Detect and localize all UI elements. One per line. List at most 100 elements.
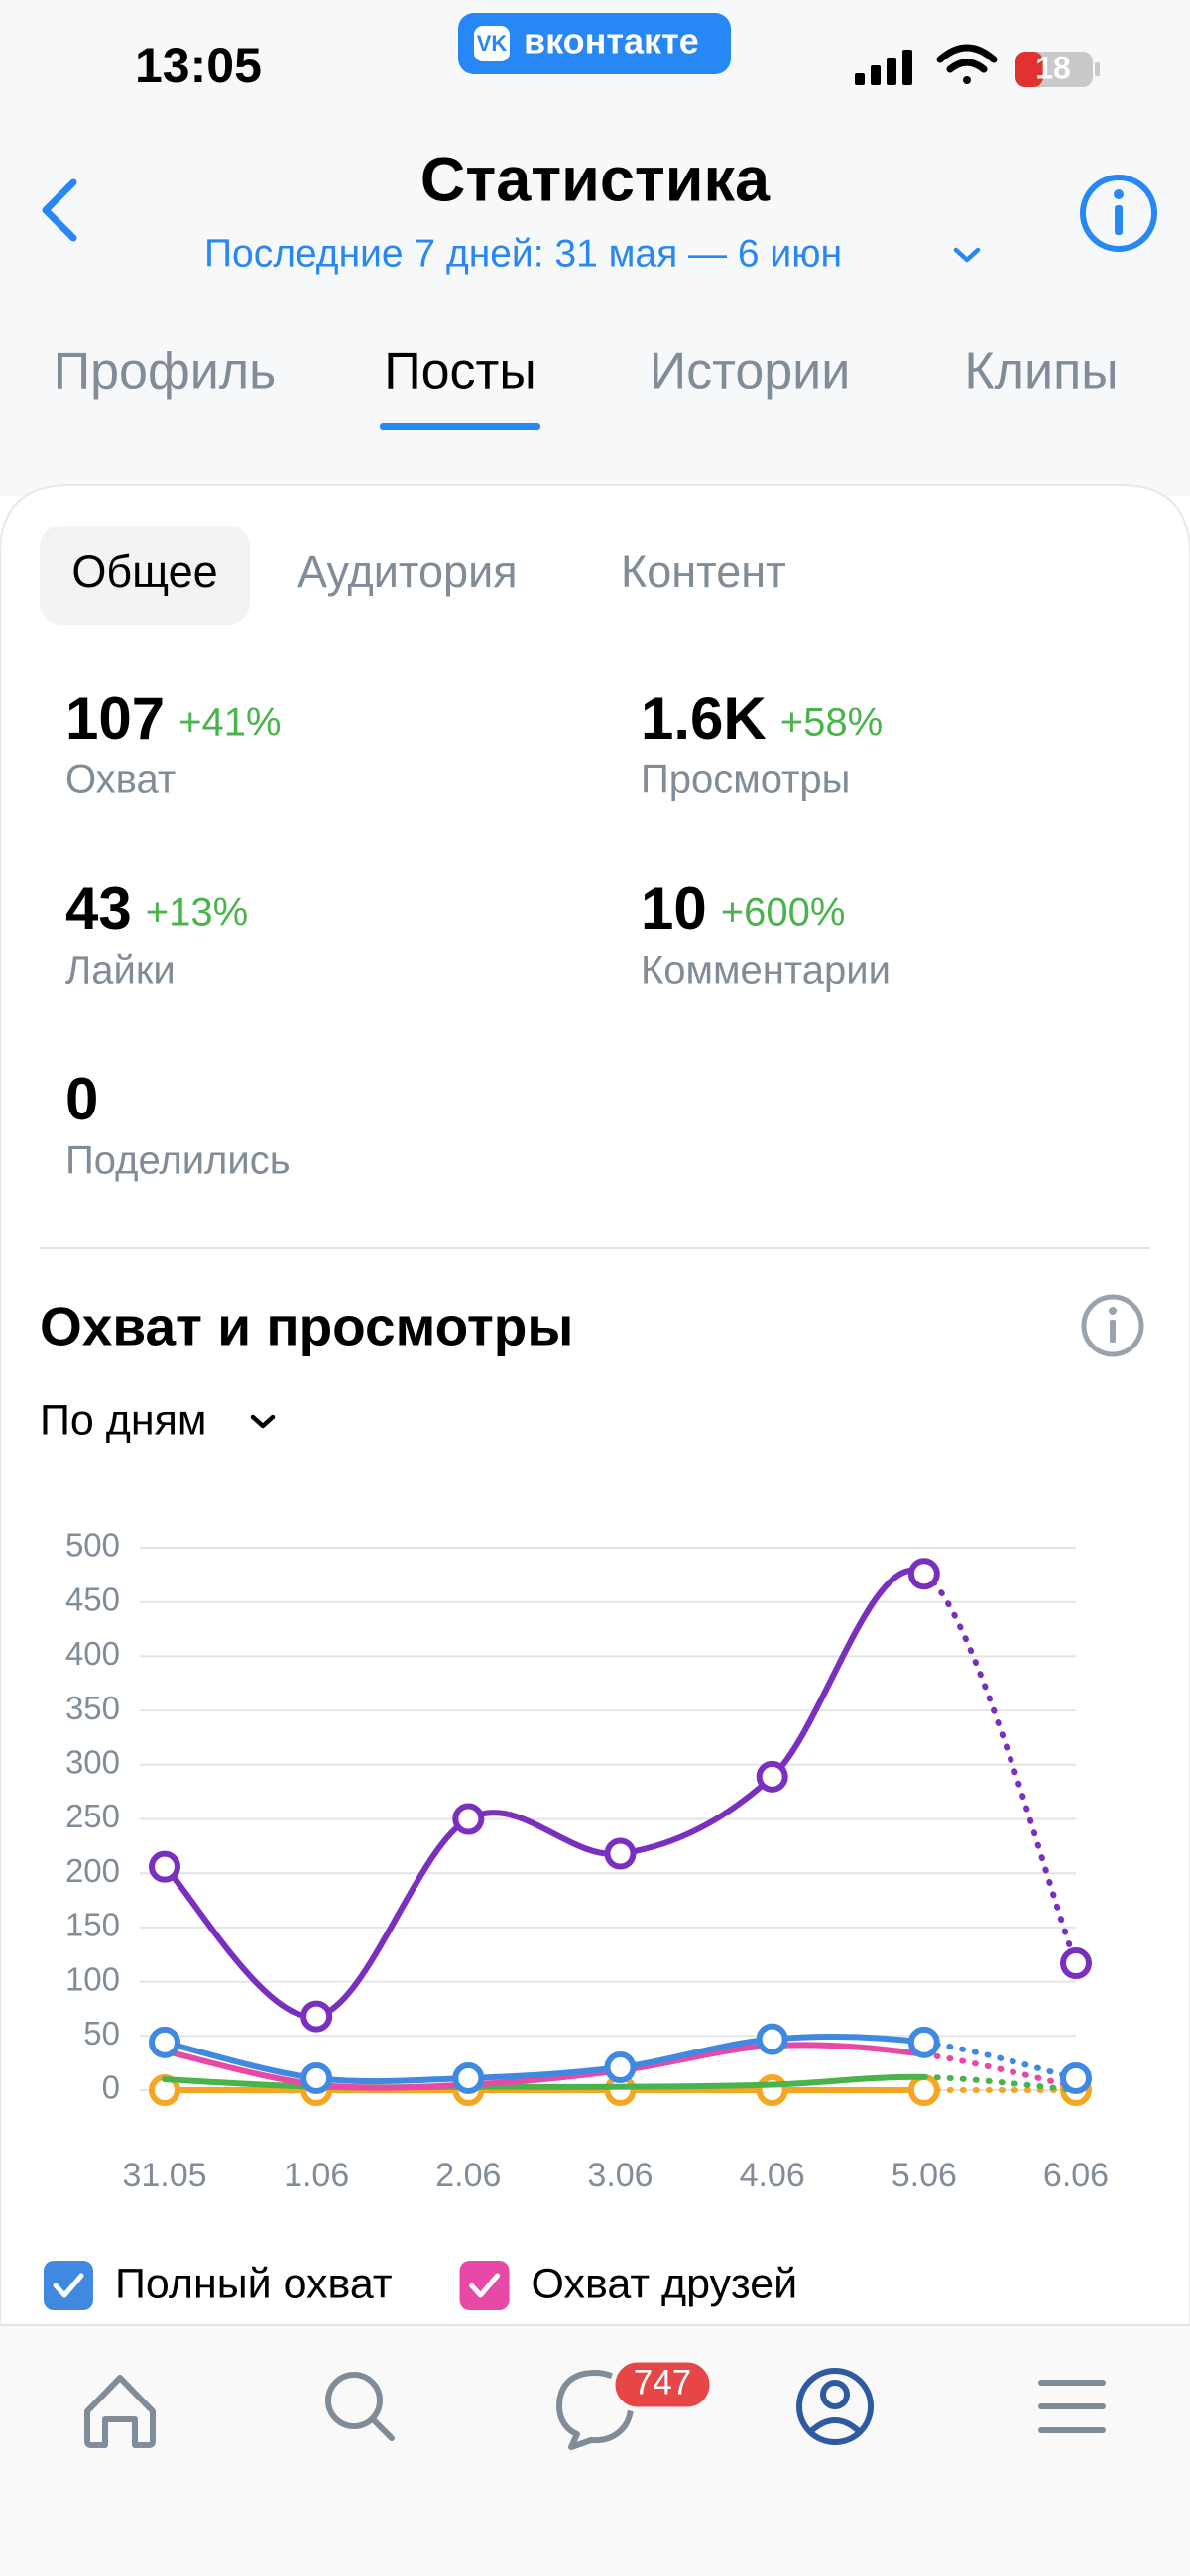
point: [604, 1837, 637, 1870]
header-background: [0, 0, 1190, 496]
nav-home[interactable]: [84, 2375, 156, 2448]
y-tick-label: 150: [65, 1907, 120, 1943]
stat-value: 1.6K: [641, 685, 767, 752]
y-tick-label: 400: [65, 1635, 120, 1672]
tab[interactable]: Клипы: [964, 343, 1118, 401]
point: [300, 2000, 333, 2033]
stat-value: 0: [65, 1066, 98, 1132]
period-selector[interactable]: Последние 7 дней: 31 мая — 6 июн: [204, 232, 981, 275]
stat-change: +13%: [146, 891, 248, 935]
nav-profile[interactable]: [796, 2368, 874, 2445]
subtab-active[interactable]: Общее: [71, 546, 217, 597]
badge-count: 747: [634, 2363, 691, 2401]
stat-change: +41%: [178, 701, 281, 745]
battery-icon: 18: [1015, 50, 1100, 87]
vk-logo-mark: VK: [477, 31, 508, 56]
point: [604, 2051, 637, 2084]
stat-change: +600%: [721, 891, 846, 935]
badge: [610, 2357, 715, 2412]
tab-underline: [380, 423, 540, 430]
y-tick-label: 0: [102, 2069, 120, 2106]
stat-value: 107: [65, 685, 165, 752]
stat-label: Охват: [65, 759, 176, 802]
subtab[interactable]: Аудитория: [298, 546, 518, 597]
nav-messages[interactable]: 747: [556, 2357, 715, 2450]
nav-menu[interactable]: [1038, 2380, 1106, 2433]
point: [756, 2074, 788, 2106]
legend: Полный охват Охват друзей: [44, 2260, 797, 2310]
stats: 107 +41%Охват 1.6K +58% Просмотры 43 +13% Лайки…: [65, 685, 891, 1183]
line-chart: 0 50 100 150 200 250 300 350 400 450 500 31.05 1.06 2…: [65, 1527, 1109, 2194]
legend-checkbox[interactable]: [459, 2261, 510, 2310]
point: [907, 2026, 940, 2058]
x-tick-label: 4.06: [740, 2157, 805, 2194]
tab-active[interactable]: Посты: [384, 343, 536, 401]
vk-app-name: вконтакте: [524, 21, 699, 61]
granularity-text: По дням: [40, 1396, 206, 1444]
page-title: Статистика: [420, 146, 771, 215]
point: [756, 2023, 788, 2055]
subtab-pill: [40, 526, 250, 625]
vk-pill[interactable]: VK вконтакте: [458, 13, 731, 74]
stat-label: Просмотры: [641, 759, 850, 802]
granularity-chevron: [250, 1414, 276, 1429]
point: [1060, 1947, 1092, 1980]
y-tick-label: 450: [65, 1581, 120, 1617]
point: [149, 2026, 180, 2058]
line-series: [162, 2073, 927, 2091]
x-tick-label: 31.05: [122, 2157, 206, 2194]
point: [300, 2061, 333, 2094]
info-button[interactable]: [1080, 175, 1157, 252]
x-tick-label: 2.06: [435, 2157, 501, 2194]
y-tick-label: 100: [65, 1960, 120, 1997]
stat-change: +58%: [780, 701, 883, 745]
x-tick-label: 1.06: [284, 2157, 349, 2194]
stat-label: Лайки: [65, 949, 176, 993]
line-series: [162, 1568, 927, 2020]
period-chevron: [953, 247, 981, 263]
granularity-selector[interactable]: По дням: [40, 1396, 276, 1444]
vk-logo: [474, 26, 510, 61]
point: [452, 1803, 485, 1835]
x-tick-label: 3.06: [587, 2157, 653, 2194]
status-time: 13:05: [135, 38, 262, 93]
point: [907, 1558, 940, 1590]
point: [452, 2061, 485, 2094]
tab[interactable]: Профиль: [54, 343, 276, 401]
legend-checkbox[interactable]: [44, 2261, 93, 2310]
y-tick-label: 500: [65, 1527, 120, 1564]
stat-value: 10: [641, 876, 707, 942]
legend-check: [469, 2273, 501, 2298]
point: [149, 1850, 180, 1883]
y-tick-label: 300: [65, 1744, 120, 1781]
point: [1060, 2061, 1092, 2094]
bottom-nav: [0, 2325, 1190, 2576]
stat-label: Комментарии: [641, 949, 891, 993]
section-info[interactable]: [1081, 1294, 1144, 1357]
stat-value: 43: [65, 876, 132, 942]
legend-check: [53, 2273, 84, 2298]
legend-label: Охват друзей: [532, 2260, 798, 2307]
line-series: [162, 2034, 927, 2085]
y-tick-label: 200: [65, 1852, 120, 1889]
back-button[interactable]: [42, 178, 77, 242]
signal-icon: [855, 50, 912, 85]
line-series: [162, 2042, 927, 2091]
vk-pill-bg: [458, 13, 731, 74]
section-title: Охват и просмотры: [40, 1296, 573, 1357]
y-tick-label: 50: [83, 2015, 120, 2051]
tab[interactable]: Истории: [650, 343, 851, 401]
point: [756, 1760, 788, 1793]
x-tick-label: 5.06: [892, 2157, 957, 2194]
stat-label: Поделились: [65, 1139, 291, 1183]
legend-label: Полный охват: [115, 2260, 393, 2307]
x-tick-label: 6.06: [1043, 2157, 1109, 2194]
subtab[interactable]: Контент: [621, 546, 786, 597]
nav-search[interactable]: [325, 2372, 395, 2441]
period-text: Последние 7 дней: 31 мая — 6 июн: [204, 232, 842, 275]
point: [907, 2074, 940, 2106]
wifi-icon: [936, 44, 998, 84]
y-tick-label: 350: [65, 1690, 120, 1726]
